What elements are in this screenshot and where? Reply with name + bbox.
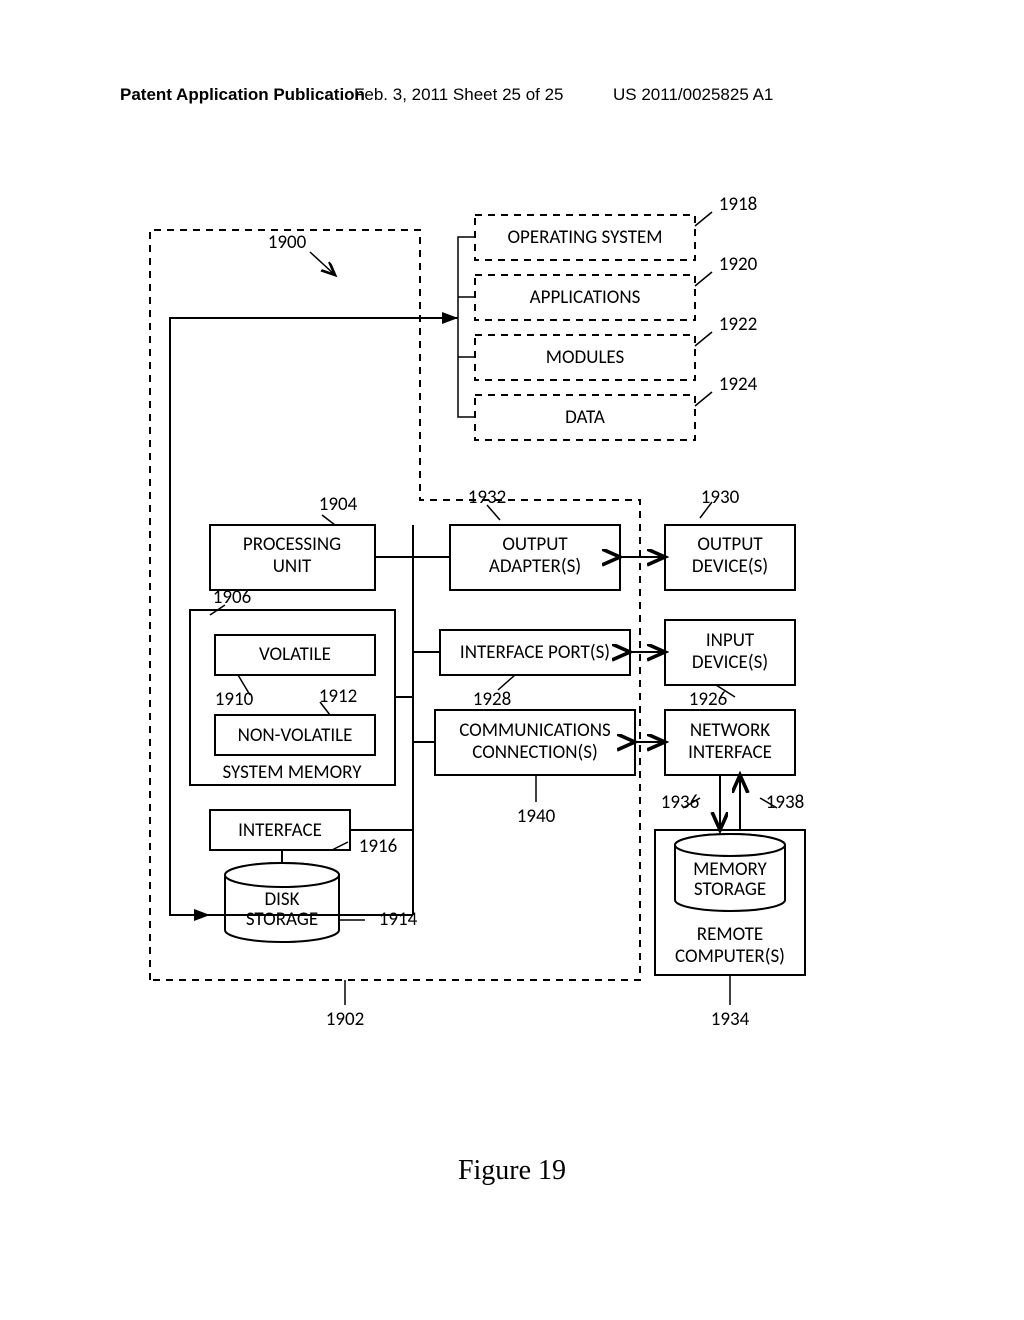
- ifport-label: INTERFACE PORT(S): [460, 641, 610, 664]
- data-label: DATA: [565, 406, 605, 429]
- leader-1920: [695, 272, 712, 286]
- processing-l1: PROCESSING: [243, 533, 341, 556]
- modules-label: MODULES: [546, 346, 625, 369]
- ref-1924: 1924: [719, 373, 758, 396]
- outadp-l2: ADAPTER(S): [489, 555, 581, 578]
- leader-1904: [322, 515, 335, 525]
- leader-1924: [695, 392, 712, 406]
- ref-1926: 1926: [689, 688, 728, 711]
- ref-1914: 1914: [379, 908, 418, 931]
- header-left: Patent Application Publication: [120, 85, 365, 105]
- netif-l1: NETWORK: [690, 719, 770, 742]
- comm-l1: COMMUNICATIONS: [459, 719, 611, 742]
- header-mid: Feb. 3, 2011 Sheet 25 of 25: [354, 85, 564, 105]
- diagram-svg: OPERATING SYSTEM APPLICATIONS MODULES DA…: [0, 130, 1024, 1180]
- leader-1922: [695, 332, 712, 346]
- netif-l2: INTERFACE: [688, 741, 772, 764]
- nonvol-label: NON-VOLATILE: [238, 724, 353, 747]
- ref-1912: 1912: [319, 685, 358, 708]
- outdev-l1: OUTPUT: [697, 533, 763, 556]
- ref-1900: 1900: [268, 231, 307, 254]
- memstore-l2: STORAGE: [694, 878, 766, 901]
- leader-1900: [310, 252, 335, 275]
- indev-l1: INPUT: [706, 629, 755, 652]
- ref-1920: 1920: [719, 253, 758, 276]
- os-label: OPERATING SYSTEM: [507, 226, 662, 249]
- figure-caption: Figure 19: [0, 1155, 1024, 1187]
- leader-1918: [695, 212, 712, 226]
- processing-l2: UNIT: [273, 555, 312, 578]
- ref-1930: 1930: [701, 486, 740, 509]
- ref-1904: 1904: [319, 493, 358, 516]
- ref-1938: 1938: [766, 791, 805, 814]
- outadp-l1: OUTPUT: [502, 533, 568, 556]
- ref-1902: 1902: [326, 1008, 365, 1031]
- ref-1916: 1916: [359, 835, 398, 858]
- sysmem-label: SYSTEM MEMORY: [223, 761, 363, 784]
- outdev-l2: DEVICE(S): [692, 555, 768, 578]
- disk-l2: STORAGE: [246, 908, 318, 931]
- ref-1934: 1934: [711, 1008, 750, 1031]
- header-right: US 2011/0025825 A1: [613, 85, 773, 105]
- apps-label: APPLICATIONS: [530, 286, 641, 309]
- bracket-line: [458, 237, 475, 417]
- ref-1932: 1932: [468, 486, 507, 509]
- ref-1928: 1928: [473, 688, 512, 711]
- comm-l2: CONNECTION(S): [472, 741, 598, 764]
- ref-1918: 1918: [719, 193, 758, 216]
- remote-l1: REMOTE: [697, 923, 763, 946]
- ref-1922: 1922: [719, 313, 758, 336]
- interface-label: INTERFACE: [238, 819, 322, 842]
- indev-l2: DEVICE(S): [692, 651, 768, 674]
- remote-l2: COMPUTER(S): [675, 945, 785, 968]
- ref-1936: 1936: [661, 791, 700, 814]
- ref-1940: 1940: [517, 805, 556, 828]
- ref-1910: 1910: [215, 688, 254, 711]
- ref-1906: 1906: [213, 586, 252, 609]
- volatile-label: VOLATILE: [259, 643, 331, 666]
